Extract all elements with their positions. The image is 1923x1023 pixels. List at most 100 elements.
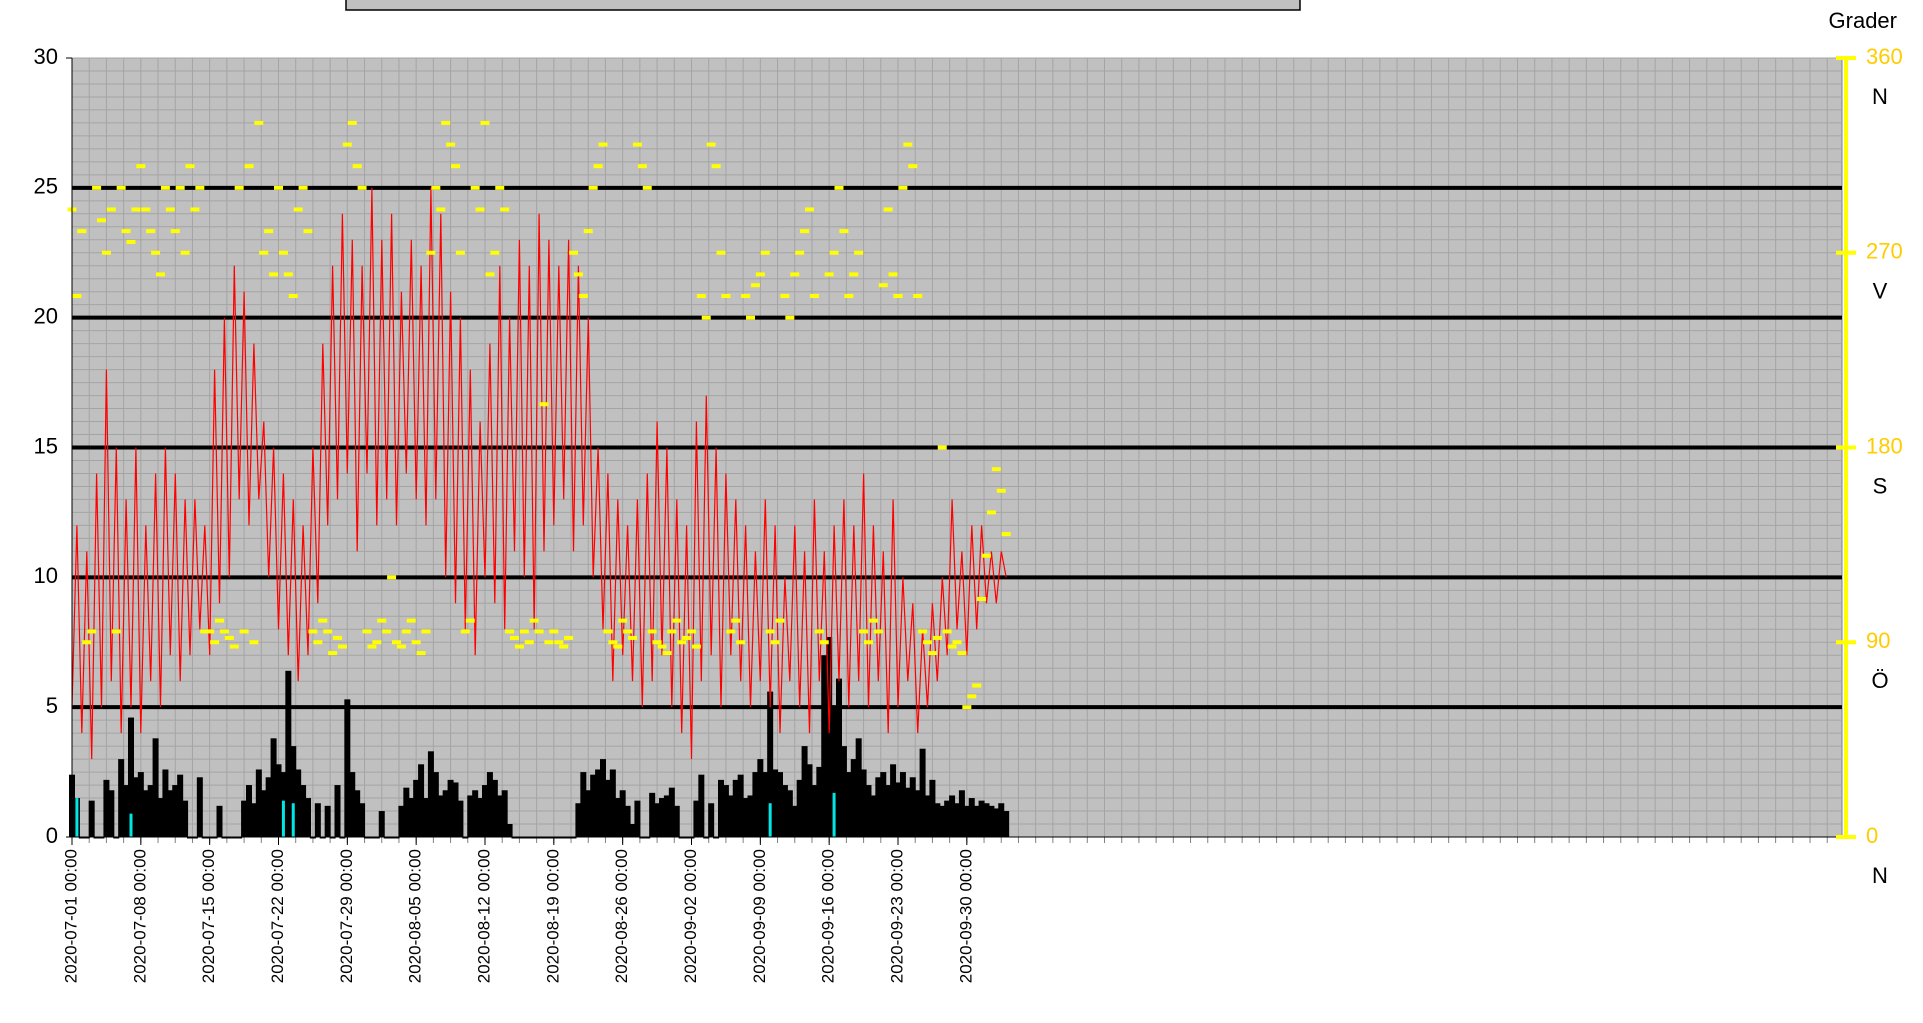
point	[313, 640, 323, 645]
bar	[88, 800, 95, 837]
bar	[536, 837, 543, 839]
bar	[1003, 811, 1010, 837]
bar	[182, 800, 189, 837]
bar	[398, 805, 405, 837]
bar	[442, 790, 449, 837]
point	[982, 553, 991, 558]
point	[849, 272, 859, 277]
y-tick-label: 30	[34, 44, 58, 69]
point	[991, 467, 1001, 472]
bar	[949, 795, 956, 837]
point	[859, 629, 869, 634]
point	[431, 185, 441, 190]
bar	[831, 707, 838, 837]
x-tick-label: 2020-07-29 00:00	[337, 849, 356, 983]
point	[495, 185, 505, 190]
bar	[860, 769, 867, 837]
point	[165, 207, 175, 212]
point	[628, 635, 637, 640]
bar	[383, 837, 390, 839]
point	[441, 120, 451, 125]
gust-bar	[832, 792, 836, 837]
y-tick-label: 20	[34, 303, 58, 328]
bar	[600, 759, 606, 837]
x-tick-label: 2020-08-05 00:00	[406, 849, 425, 983]
bar	[226, 837, 233, 839]
bar	[373, 837, 380, 839]
point	[72, 294, 82, 299]
bar	[211, 837, 218, 839]
bar	[929, 779, 936, 837]
bar	[477, 798, 484, 837]
bar	[516, 837, 523, 839]
bar	[649, 792, 656, 837]
bar	[963, 805, 970, 837]
point	[613, 644, 623, 649]
bar	[83, 837, 90, 839]
bar	[590, 774, 597, 837]
bar	[142, 790, 149, 837]
bar	[811, 785, 818, 837]
x-tick-label: 2020-07-01 00:00	[61, 849, 80, 983]
point	[854, 250, 864, 255]
bar	[285, 670, 292, 837]
point	[87, 629, 97, 634]
bar	[654, 803, 661, 837]
bar	[344, 699, 351, 837]
bar	[300, 785, 307, 837]
bar	[423, 798, 429, 837]
point	[460, 629, 470, 634]
point	[642, 185, 652, 190]
point	[873, 629, 883, 634]
point	[269, 272, 279, 277]
bar	[339, 837, 346, 839]
point	[401, 629, 411, 634]
point	[672, 618, 682, 623]
gust-bar	[281, 800, 285, 837]
point	[677, 640, 687, 645]
point	[805, 207, 814, 212]
point	[293, 207, 303, 212]
point	[952, 640, 962, 645]
bar	[196, 777, 203, 837]
point	[185, 164, 195, 169]
point	[814, 629, 824, 634]
compass-label: N	[1872, 84, 1888, 109]
point	[146, 229, 156, 234]
point	[539, 402, 549, 407]
bar	[998, 803, 1005, 837]
bar	[128, 717, 134, 837]
point	[834, 185, 844, 190]
x-tick-label: 2020-07-15 00:00	[199, 849, 218, 983]
point	[785, 315, 795, 320]
point	[986, 510, 996, 515]
point	[82, 640, 92, 645]
compass-label: Ö	[1871, 668, 1888, 693]
point	[716, 250, 726, 255]
bar	[757, 759, 764, 837]
y2-tick-label: 0	[1866, 823, 1878, 848]
bar	[132, 777, 139, 837]
bar	[624, 805, 631, 837]
bar	[693, 800, 700, 837]
x-tick-label: 2020-09-16 00:00	[819, 849, 838, 983]
point	[569, 250, 578, 255]
bar	[939, 805, 946, 837]
bar	[668, 787, 675, 837]
point	[141, 207, 151, 212]
bar	[924, 795, 931, 837]
bar	[309, 837, 316, 839]
bar	[673, 805, 680, 837]
bar	[162, 769, 169, 837]
point	[382, 629, 392, 634]
point	[824, 272, 834, 277]
point	[160, 185, 170, 190]
bar	[447, 779, 454, 837]
point	[819, 640, 829, 645]
point	[790, 272, 800, 277]
point	[200, 629, 210, 634]
bar	[713, 837, 720, 839]
y2-tick-label: 360	[1866, 44, 1903, 69]
bar	[826, 637, 833, 837]
bar	[850, 759, 857, 837]
